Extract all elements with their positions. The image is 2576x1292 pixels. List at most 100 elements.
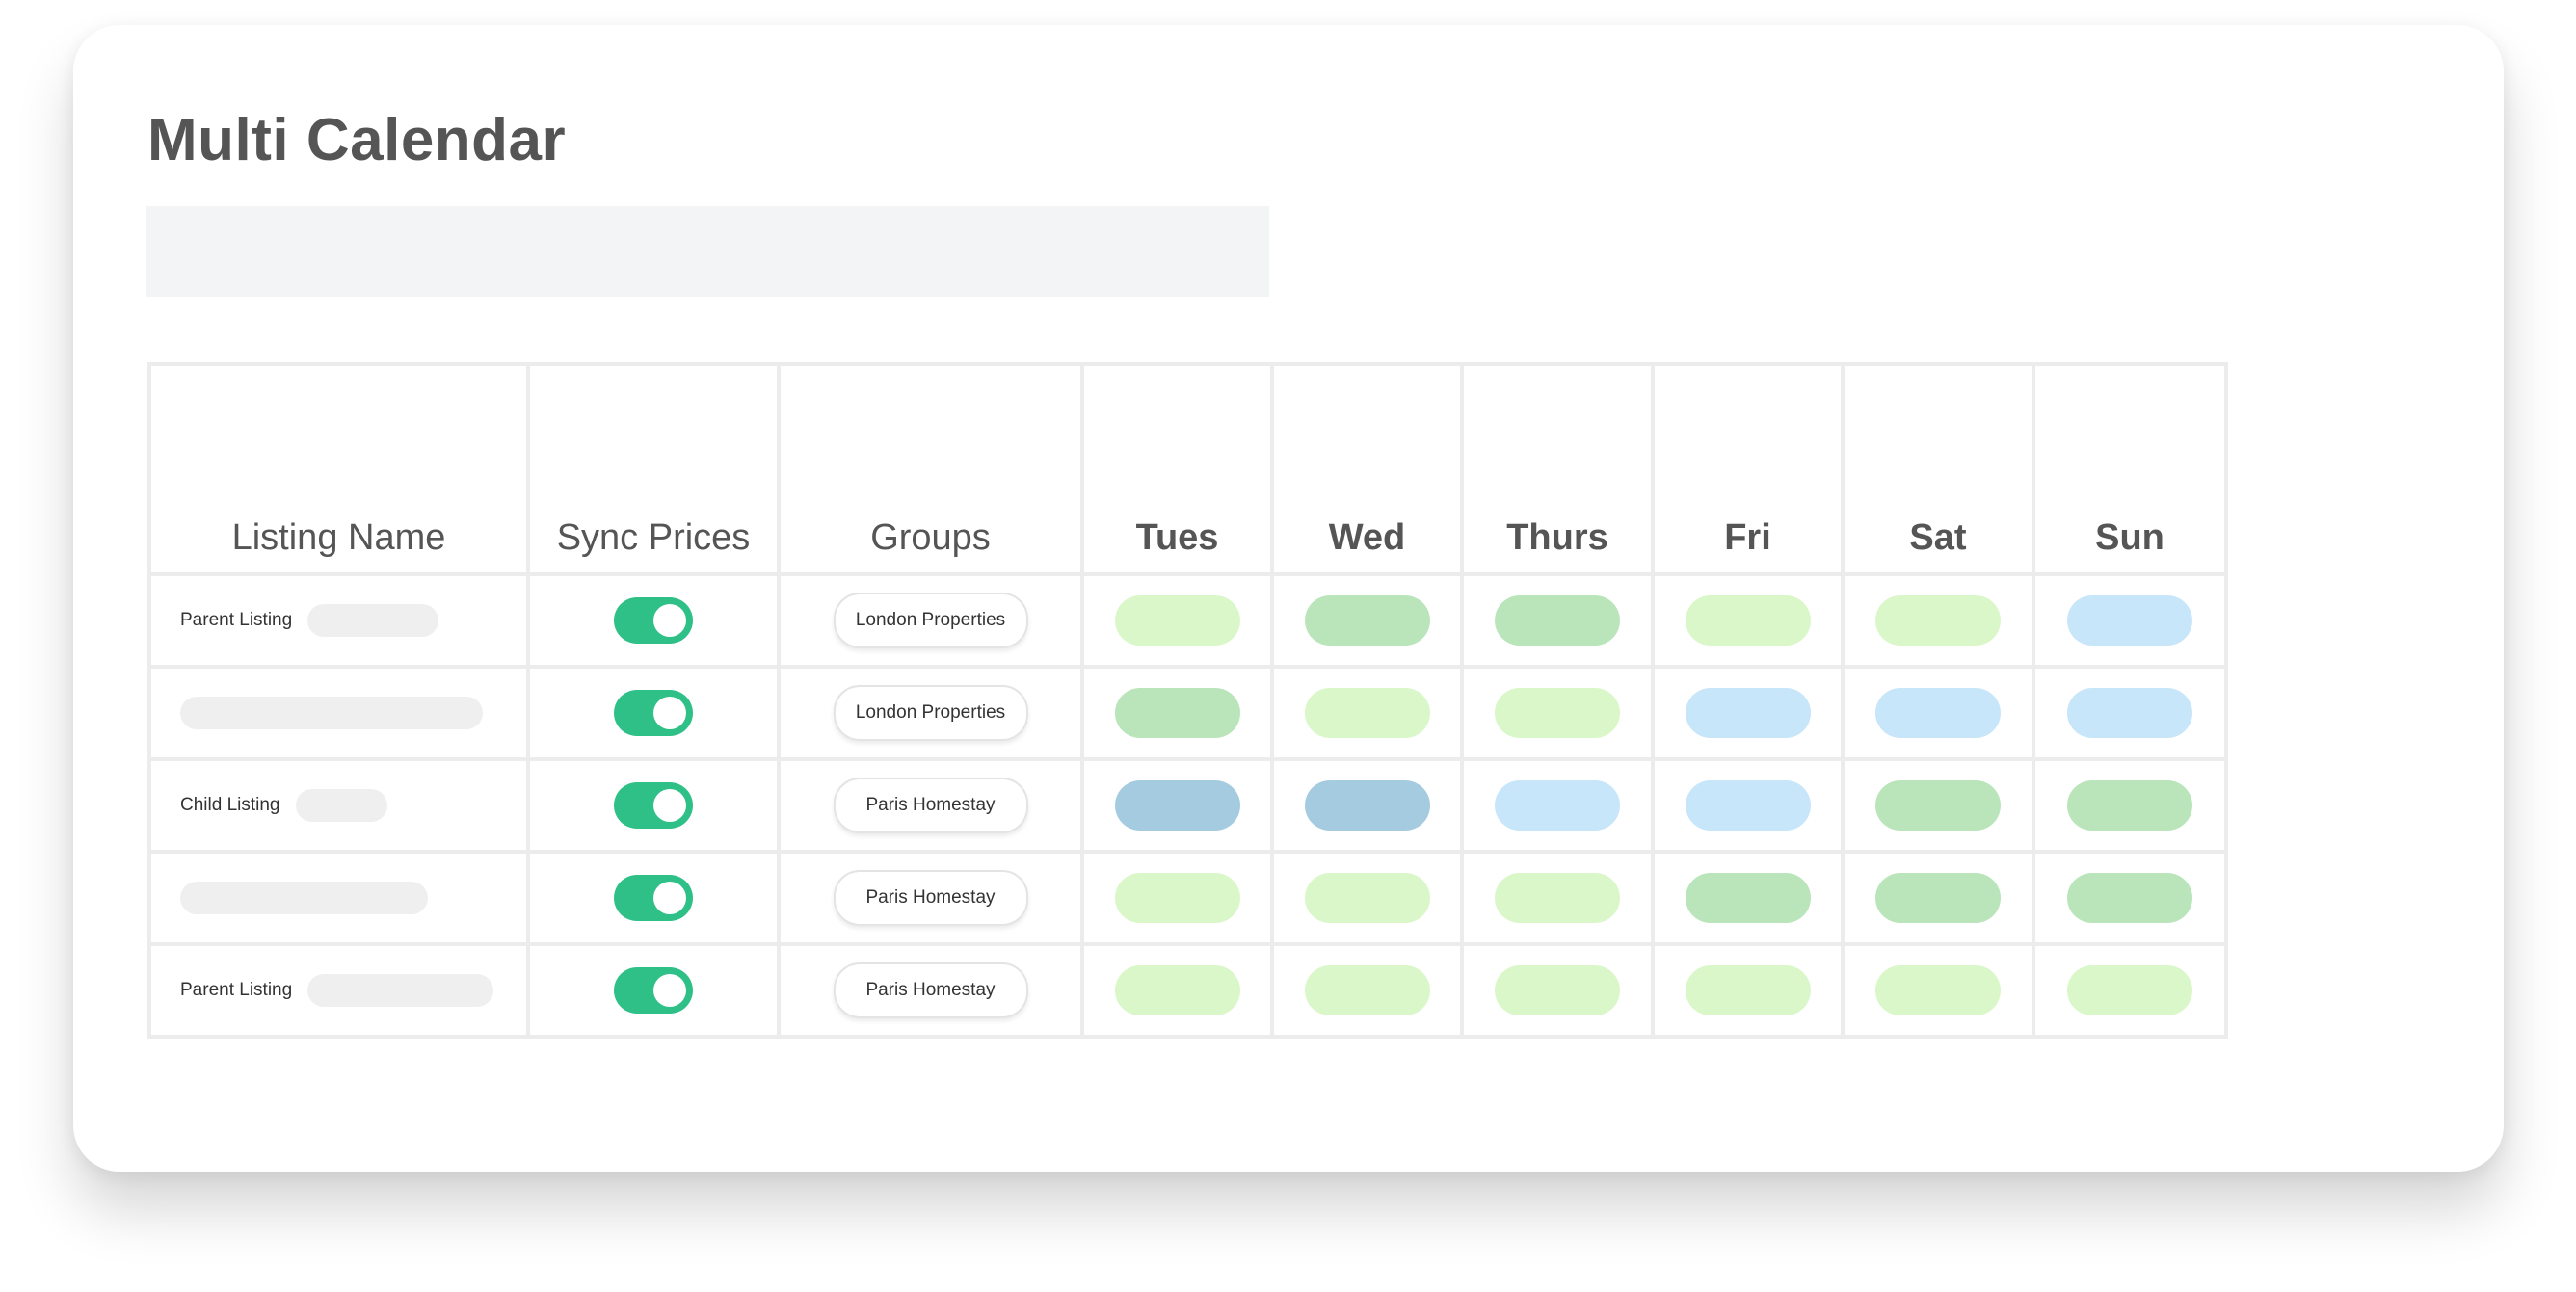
sync-toggle[interactable] <box>614 690 693 736</box>
sync-cell <box>526 757 781 854</box>
header-day-sat: Sat <box>1841 362 2035 576</box>
day-cell-wed[interactable] <box>1270 757 1464 854</box>
header-listing-name: Listing Name <box>147 362 530 576</box>
sync-toggle[interactable] <box>614 597 693 644</box>
price-pill <box>2067 688 2192 738</box>
calendar-table: Listing Name Sync Prices Groups Tues Wed… <box>147 362 2228 1039</box>
day-cell-thurs[interactable] <box>1460 942 1655 1039</box>
header-day-thurs: Thurs <box>1460 362 1655 576</box>
day-cell-wed[interactable] <box>1270 572 1464 669</box>
group-cell: Paris Homestay <box>777 757 1084 854</box>
sync-cell <box>526 665 781 761</box>
day-cell-tues[interactable] <box>1080 572 1274 669</box>
day-cell-wed[interactable] <box>1270 850 1464 946</box>
price-pill <box>2067 965 2192 1015</box>
price-pill <box>1114 965 1240 1015</box>
price-pill <box>1114 688 1240 738</box>
group-pill[interactable]: London Properties <box>833 593 1028 648</box>
price-pill <box>1304 780 1430 831</box>
price-pill <box>2067 780 2192 831</box>
listing-name-placeholder <box>307 604 439 637</box>
price-pill <box>1875 595 2001 646</box>
table-row: Parent Listing London Properties <box>147 572 2228 669</box>
table-row: Child Listing Paris Homestay <box>147 757 2228 854</box>
price-pill <box>1495 688 1620 738</box>
group-cell: London Properties <box>777 665 1084 761</box>
price-pill <box>1685 688 1811 738</box>
price-pill <box>1114 780 1240 831</box>
day-cell-fri[interactable] <box>1651 942 1845 1039</box>
page-title: Multi Calendar <box>147 107 567 173</box>
day-cell-sat[interactable] <box>1841 757 2035 854</box>
listing-name-placeholder <box>307 974 494 1007</box>
day-cell-sat[interactable] <box>1841 850 2035 946</box>
sync-cell <box>526 572 781 669</box>
price-pill <box>1875 780 2001 831</box>
day-cell-thurs[interactable] <box>1460 757 1655 854</box>
price-pill <box>1685 780 1811 831</box>
group-cell: London Properties <box>777 572 1084 669</box>
price-pill <box>1304 965 1430 1015</box>
listing-cell[interactable]: Parent Listing <box>147 942 530 1039</box>
sync-toggle[interactable] <box>614 782 693 829</box>
price-pill <box>1495 780 1620 831</box>
day-cell-sat[interactable] <box>1841 942 2035 1039</box>
day-cell-sun[interactable] <box>2032 665 2228 761</box>
day-cell-tues[interactable] <box>1080 757 1274 854</box>
listing-cell[interactable]: Parent Listing <box>147 572 530 669</box>
day-cell-tues[interactable] <box>1080 850 1274 946</box>
day-cell-thurs[interactable] <box>1460 850 1655 946</box>
sync-cell <box>526 850 781 946</box>
day-cell-sun[interactable] <box>2032 850 2228 946</box>
day-cell-wed[interactable] <box>1270 942 1464 1039</box>
price-pill <box>1875 965 2001 1015</box>
table-row: London Properties <box>147 665 2228 761</box>
header-day-sun: Sun <box>2032 362 2228 576</box>
group-pill[interactable]: Paris Homestay <box>833 870 1028 926</box>
listing-cell[interactable] <box>147 665 530 761</box>
table-row: Parent Listing Paris Homestay <box>147 942 2228 1039</box>
day-cell-thurs[interactable] <box>1460 572 1655 669</box>
header-sync-prices: Sync Prices <box>526 362 781 576</box>
day-cell-wed[interactable] <box>1270 665 1464 761</box>
toggle-knob <box>653 974 686 1007</box>
toggle-knob <box>653 604 686 637</box>
header-day-tues: Tues <box>1080 362 1274 576</box>
day-cell-tues[interactable] <box>1080 942 1274 1039</box>
day-cell-tues[interactable] <box>1080 665 1274 761</box>
price-pill <box>1685 873 1811 923</box>
search-bar[interactable] <box>146 206 1269 297</box>
price-pill <box>1114 595 1240 646</box>
price-pill <box>2067 595 2192 646</box>
listing-name-placeholder <box>295 789 387 822</box>
price-pill <box>1304 873 1430 923</box>
day-cell-sat[interactable] <box>1841 665 2035 761</box>
listing-label: Child Listing <box>180 795 280 815</box>
day-cell-sun[interactable] <box>2032 757 2228 854</box>
day-cell-thurs[interactable] <box>1460 665 1655 761</box>
day-cell-sun[interactable] <box>2032 942 2228 1039</box>
day-cell-fri[interactable] <box>1651 757 1845 854</box>
listing-name-placeholder <box>180 697 483 729</box>
listing-cell[interactable] <box>147 850 530 946</box>
listing-cell[interactable]: Child Listing <box>147 757 530 854</box>
sync-toggle[interactable] <box>614 875 693 921</box>
listing-label: Parent Listing <box>180 610 293 630</box>
sync-cell <box>526 942 781 1039</box>
day-cell-sat[interactable] <box>1841 572 2035 669</box>
group-cell: Paris Homestay <box>777 850 1084 946</box>
group-pill[interactable]: Paris Homestay <box>833 778 1028 833</box>
day-cell-fri[interactable] <box>1651 850 1845 946</box>
header-day-wed: Wed <box>1270 362 1464 576</box>
sync-toggle[interactable] <box>614 967 693 1014</box>
group-pill[interactable]: Paris Homestay <box>833 962 1028 1018</box>
group-pill[interactable]: London Properties <box>833 685 1028 741</box>
header-day-fri: Fri <box>1651 362 1845 576</box>
day-cell-fri[interactable] <box>1651 572 1845 669</box>
price-pill <box>1304 595 1430 646</box>
day-cell-sun[interactable] <box>2032 572 2228 669</box>
header-row: Listing Name Sync Prices Groups Tues Wed… <box>147 362 2228 576</box>
price-pill <box>2067 873 2192 923</box>
price-pill <box>1685 965 1811 1015</box>
day-cell-fri[interactable] <box>1651 665 1845 761</box>
